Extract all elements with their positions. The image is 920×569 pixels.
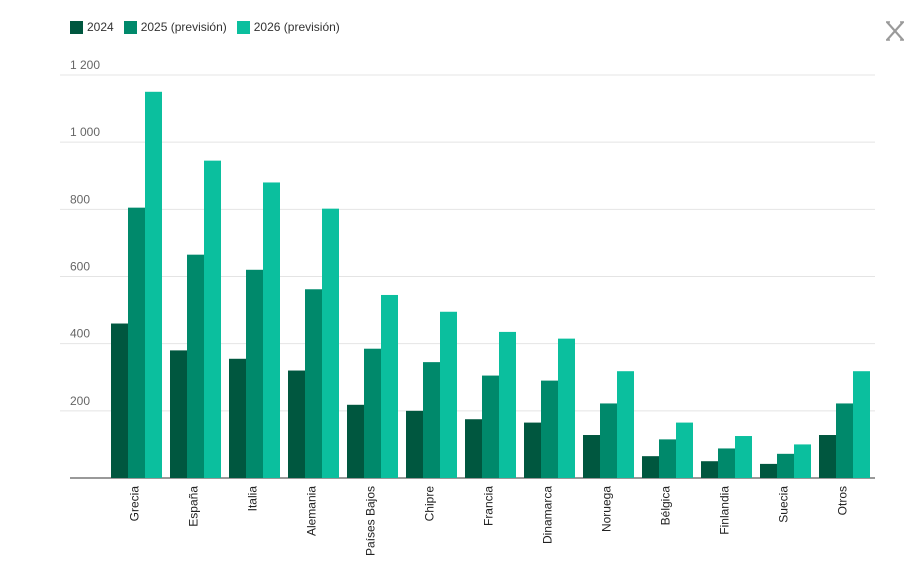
x-category-label: Dinamarca [541, 486, 555, 544]
x-category-label: Alemania [305, 486, 319, 536]
bar [642, 456, 659, 478]
bar [288, 370, 305, 478]
bar [735, 436, 752, 478]
x-category-label: Noruega [600, 486, 614, 532]
bar [128, 207, 145, 478]
bar [347, 404, 364, 478]
y-tick-label: 200 [70, 394, 90, 408]
bar [364, 348, 381, 478]
legend-swatch-2025 [123, 20, 137, 34]
bar [145, 91, 162, 479]
bar [187, 254, 204, 478]
bar [659, 439, 676, 478]
bar [111, 323, 128, 478]
legend-label-2026: 2026 (previsión) [253, 20, 340, 34]
bar [583, 435, 600, 478]
y-tick-label: 600 [70, 260, 90, 274]
legend-swatch-2026 [236, 20, 250, 34]
x-category-label: Bélgica [659, 486, 673, 526]
legend: 2024 2025 (previsión) 2026 (previsión) [70, 20, 340, 34]
x-close-icon[interactable] [884, 20, 906, 42]
bar [406, 410, 423, 478]
x-category-label: Suecia [777, 486, 791, 523]
y-tick-label: 1 200 [70, 58, 100, 72]
bar [676, 422, 693, 478]
bar [718, 448, 735, 478]
bar [465, 419, 482, 478]
bar [541, 380, 558, 478]
y-tick-label: 800 [70, 192, 90, 206]
bar [794, 444, 811, 478]
x-category-label: Italia [246, 486, 260, 512]
x-category-label: Otros [836, 486, 850, 515]
bar [305, 289, 322, 478]
bar [204, 160, 221, 478]
bar [246, 269, 263, 478]
bar [777, 453, 794, 478]
bar [440, 311, 457, 478]
bar [853, 371, 870, 478]
bar [229, 358, 246, 478]
legend-item-2025[interactable]: 2025 (previsión) [123, 20, 227, 34]
bar [381, 294, 398, 478]
x-category-label: Finlandia [718, 486, 732, 535]
bar [819, 435, 836, 478]
legend-label-2025: 2025 (previsión) [140, 20, 227, 34]
bar [558, 338, 575, 478]
bar [482, 375, 499, 478]
bar [760, 463, 777, 478]
x-category-label: España [187, 486, 201, 527]
y-tick-label: 400 [70, 327, 90, 341]
legend-swatch-2024 [70, 20, 83, 34]
bar [617, 371, 634, 478]
bar [263, 182, 280, 478]
x-category-label: Grecia [128, 486, 142, 522]
bar [600, 403, 617, 478]
bar [322, 208, 339, 478]
y-tick-label: 1 000 [70, 125, 100, 139]
x-category-label: Países Bajos [364, 486, 378, 556]
bar [170, 350, 187, 478]
legend-item-2026[interactable]: 2026 (previsión) [236, 20, 340, 34]
bar [701, 461, 718, 478]
bar [524, 422, 541, 478]
legend-label-2024: 2024 [87, 20, 114, 34]
bar [499, 331, 516, 478]
x-category-label: Francia [482, 486, 496, 526]
legend-item-2024[interactable]: 2024 [70, 20, 114, 34]
x-category-label: Chipre [423, 486, 437, 522]
bar [836, 403, 853, 478]
bar [423, 362, 440, 478]
